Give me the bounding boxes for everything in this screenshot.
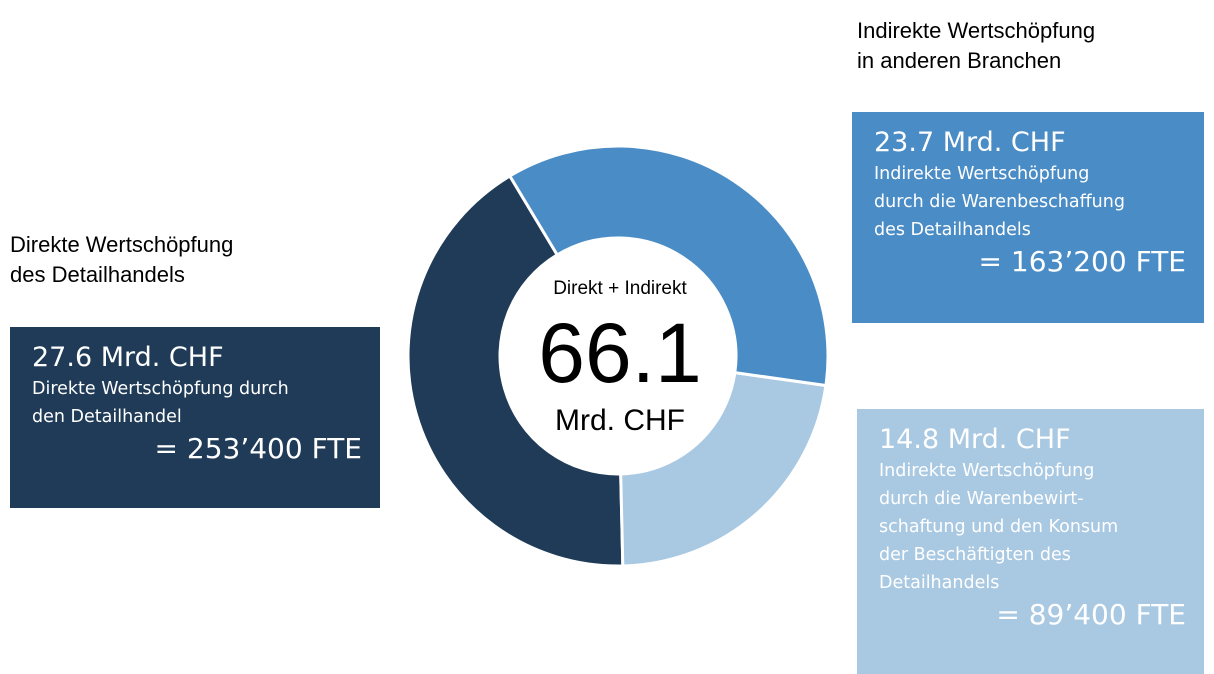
description-line: schaftung und den Konsum — [879, 517, 1119, 537]
heading-line: Indirekte Wertschöpfung — [857, 18, 1096, 43]
value-label: 23.7 Mrd. CHF — [874, 127, 1066, 158]
center-label: Direkt + Indirekt — [553, 278, 687, 299]
description-line: Direkte Wertschöpfung durch — [32, 379, 289, 399]
center-total: 66.1 — [538, 306, 702, 400]
description-line: durch die Warenbewirt- — [879, 489, 1084, 509]
info-box: 27.6 Mrd. CHF Direkte Wertschöpfung durc… — [10, 327, 380, 508]
fte-label: = 163’200 FTE — [978, 245, 1186, 278]
value-label: 27.6 Mrd. CHF — [32, 342, 224, 373]
donut-segment — [619, 370, 828, 568]
info-box: 23.7 Mrd. CHF Indirekte Wertschöpfung du… — [852, 112, 1204, 323]
description-line: der Beschäftigten des — [879, 545, 1071, 565]
description-line: des Detailhandels — [874, 220, 1031, 240]
description-line: den Detailhandel — [32, 407, 182, 427]
heading-line: in anderen Branchen — [857, 48, 1062, 73]
description-line: Indirekte Wertschöpfung — [879, 461, 1095, 481]
donut-segment — [406, 173, 625, 568]
value-label: 14.8 Mrd. CHF — [879, 424, 1071, 455]
center-unit: Mrd. CHF — [555, 404, 685, 437]
heading-indirect: Indirekte Wertschöpfung in anderen Branc… — [857, 16, 1095, 76]
fte-label: = 89’400 FTE — [996, 598, 1186, 631]
description-line: Indirekte Wertschöpfung — [874, 164, 1090, 184]
fte-label: = 253’400 FTE — [154, 432, 362, 465]
description-line: durch die Warenbeschaffung — [874, 192, 1125, 212]
heading-line: des Detailhandels — [10, 262, 185, 287]
info-box: 14.8 Mrd. CHF Indirekte Wertschöpfung du… — [857, 409, 1204, 674]
donut-segment — [507, 144, 830, 388]
description-line: Detailhandels — [879, 573, 1000, 593]
heading-line: Direkte Wertschöpfung — [10, 232, 234, 257]
heading-direct: Direkte Wertschöpfung des Detailhandels — [10, 230, 233, 290]
